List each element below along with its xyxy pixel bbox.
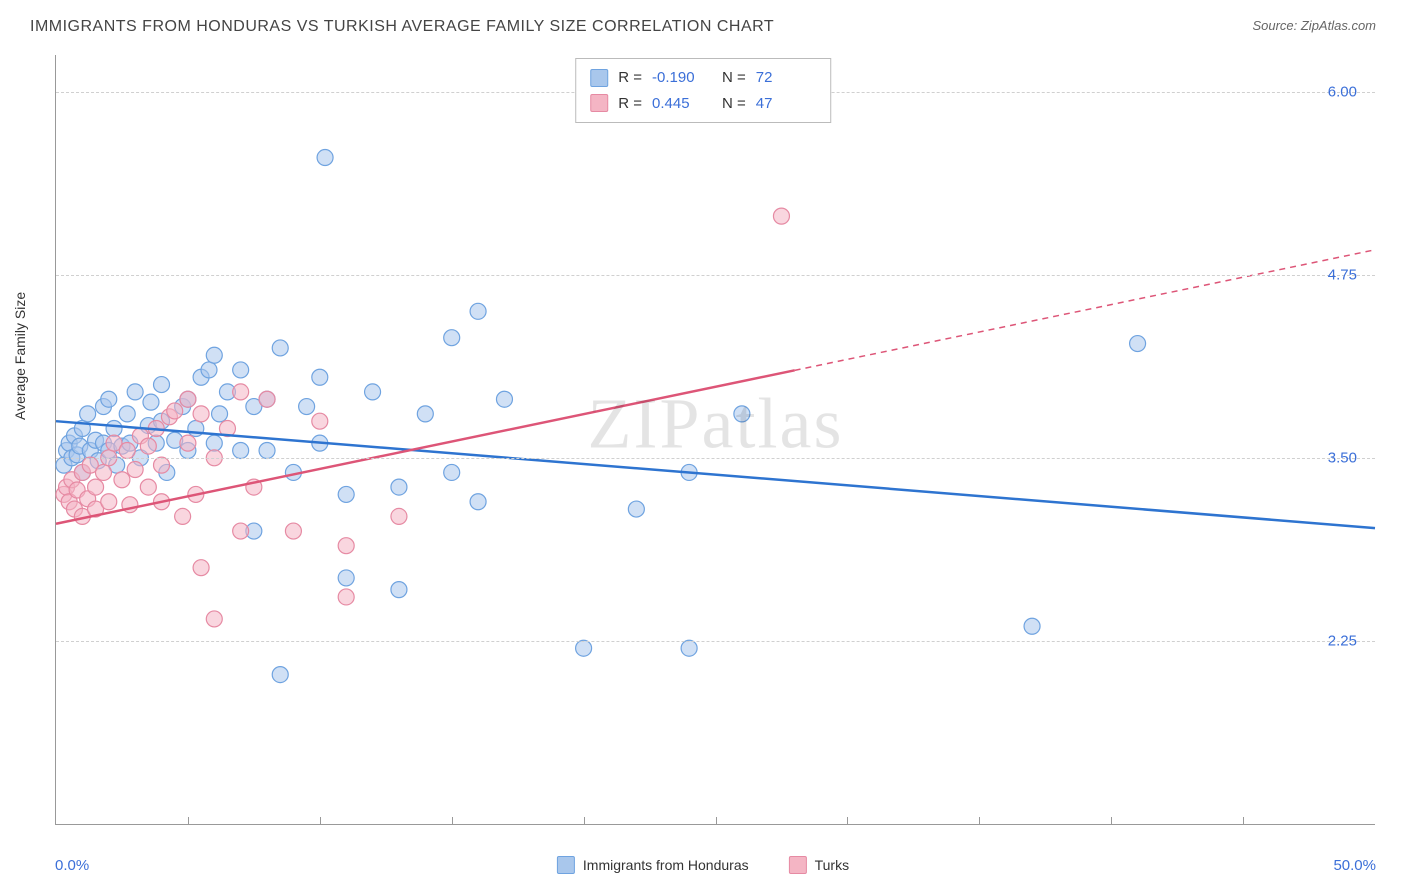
scatter-point-series-0 [206,435,222,451]
scatter-point-series-0 [312,369,328,385]
scatter-point-series-1 [193,560,209,576]
scatter-point-series-0 [259,442,275,458]
scatter-point-series-1 [127,462,143,478]
scatter-point-series-1 [193,406,209,422]
plot-svg [56,55,1375,824]
scatter-point-series-0 [233,442,249,458]
r-value-1: 0.445 [652,91,712,117]
bottom-legend-label-0: Immigrants from Honduras [583,857,749,873]
scatter-point-series-0 [206,347,222,363]
scatter-point-series-0 [365,384,381,400]
scatter-point-series-1 [259,391,275,407]
x-axis-max-label: 50.0% [1333,857,1376,874]
chart-title: IMMIGRANTS FROM HONDURAS VS TURKISH AVER… [30,18,774,36]
scatter-point-series-1 [175,508,191,524]
scatter-point-series-0 [272,340,288,356]
y-tick-label: 4.75 [1328,266,1357,283]
scatter-point-series-1 [391,508,407,524]
scatter-point-series-0 [681,640,697,656]
scatter-point-series-1 [206,611,222,627]
scatter-point-series-0 [576,640,592,656]
scatter-point-series-0 [154,377,170,393]
y-axis-label: Average Family Size [12,292,28,420]
n-value-1: 47 [756,91,816,117]
scatter-point-series-1 [140,438,156,454]
bottom-legend-label-1: Turks [815,857,849,873]
scatter-point-series-0 [338,486,354,502]
scatter-point-series-0 [212,406,228,422]
chart-container: IMMIGRANTS FROM HONDURAS VS TURKISH AVER… [0,0,1406,892]
scatter-point-series-1 [119,442,135,458]
legend-swatch-1 [590,94,608,112]
trend-line-series-1 [56,370,795,523]
scatter-point-series-1 [233,523,249,539]
bottom-legend-swatch-1 [789,856,807,874]
plot-area: ZIPatlas 2.253.504.756.00 [55,55,1375,825]
y-tick-label: 2.25 [1328,632,1357,649]
bottom-legend-item-1: Turks [789,856,849,874]
scatter-point-series-0 [391,479,407,495]
scatter-point-series-0 [143,394,159,410]
scatter-point-series-0 [496,391,512,407]
y-tick-label: 6.00 [1328,83,1357,100]
scatter-point-series-0 [628,501,644,517]
bottom-legend-item-0: Immigrants from Honduras [557,856,749,874]
scatter-point-series-0 [734,406,750,422]
n-label-0: N = [722,65,746,91]
source-attribution: Source: ZipAtlas.com [1252,18,1376,33]
scatter-point-series-0 [391,582,407,598]
n-label-1: N = [722,91,746,117]
scatter-point-series-1 [140,479,156,495]
scatter-point-series-0 [444,464,460,480]
bottom-legend: Immigrants from Honduras Turks [557,856,849,874]
trend-line-series-0 [56,421,1375,528]
r-value-0: -0.190 [652,65,712,91]
scatter-point-series-0 [233,362,249,378]
scatter-point-series-0 [299,399,315,415]
x-axis-min-label: 0.0% [55,857,89,874]
y-tick-label: 3.50 [1328,449,1357,466]
legend-swatch-0 [590,69,608,87]
scatter-point-series-0 [127,384,143,400]
scatter-point-series-0 [119,406,135,422]
scatter-point-series-0 [1024,618,1040,634]
scatter-point-series-1 [95,464,111,480]
scatter-point-series-1 [338,589,354,605]
bottom-legend-swatch-0 [557,856,575,874]
scatter-point-series-1 [180,435,196,451]
scatter-point-series-1 [88,479,104,495]
legend-row-series-1: R = 0.445 N = 47 [590,91,816,117]
legend-row-series-0: R = -0.190 N = 72 [590,65,816,91]
scatter-point-series-1 [101,494,117,510]
scatter-point-series-0 [338,570,354,586]
scatter-point-series-0 [470,494,486,510]
scatter-point-series-1 [338,538,354,554]
scatter-point-series-0 [470,303,486,319]
scatter-point-series-0 [101,391,117,407]
scatter-point-series-1 [312,413,328,429]
n-value-0: 72 [756,65,816,91]
scatter-point-series-0 [1130,336,1146,352]
scatter-point-series-0 [201,362,217,378]
scatter-point-series-0 [417,406,433,422]
scatter-point-series-1 [233,384,249,400]
scatter-point-series-0 [80,406,96,422]
scatter-point-series-1 [773,208,789,224]
scatter-point-series-0 [272,667,288,683]
scatter-point-series-0 [106,421,122,437]
scatter-point-series-1 [180,391,196,407]
scatter-point-series-1 [167,403,183,419]
scatter-point-series-1 [154,457,170,473]
scatter-point-series-0 [317,150,333,166]
r-label-1: R = [618,91,642,117]
trend-line-dashed-series-1 [795,250,1375,371]
scatter-point-series-0 [444,330,460,346]
correlation-legend: R = -0.190 N = 72 R = 0.445 N = 47 [575,58,831,123]
scatter-point-series-1 [285,523,301,539]
scatter-point-series-1 [114,472,130,488]
r-label-0: R = [618,65,642,91]
